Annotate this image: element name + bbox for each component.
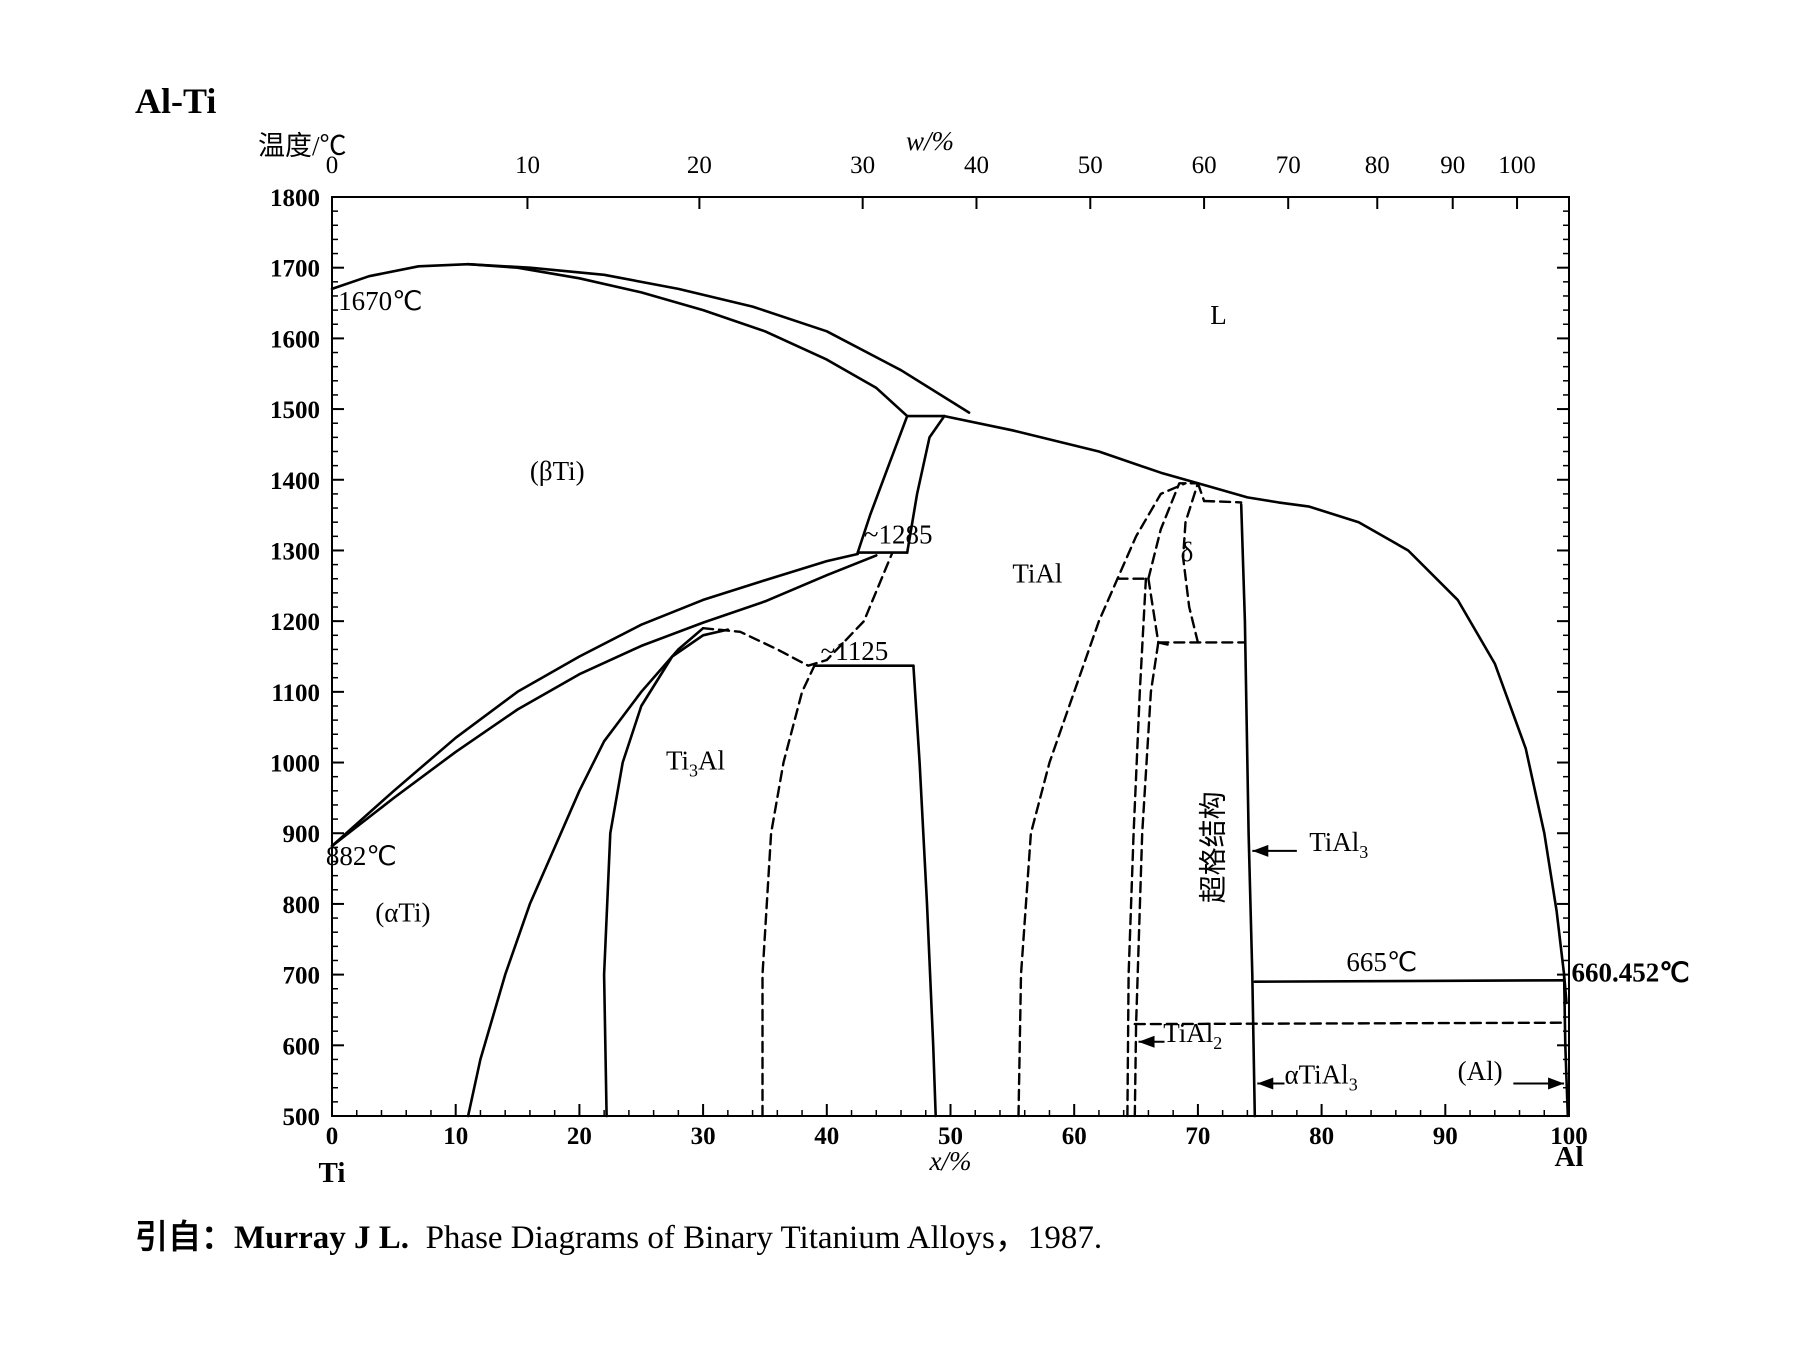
x-tick-label: 60 [1062, 1123, 1087, 1150]
y-axis-label: 温度/℃ [258, 131, 347, 161]
y-axis-ticks: 500 600 700 800 900 1000 1100 1200 1300 1400 1500 1… [270, 185, 1569, 1131]
page-title: Al-Ti [135, 81, 217, 121]
phase-label: TiAl2 [1163, 1018, 1222, 1053]
y-tick-label: 1000 [270, 751, 320, 778]
x-tick-label: 100 [1550, 1123, 1588, 1150]
y-tick-label: 500 [283, 1104, 321, 1131]
phase-boundary-dashed [1133, 641, 1160, 1118]
phase-boundary-solid [943, 414, 1568, 1005]
phase-label: αTiAl3 [1284, 1059, 1357, 1094]
citation: 引自：Murray J L. Phase Diagrams of Binary … [135, 1210, 1102, 1258]
w-tick-label: 80 [1365, 152, 1390, 179]
phase-boundary-dashed [1196, 482, 1206, 503]
phase-label: 660.452℃ [1571, 958, 1689, 988]
phase-annotations: 1670℃ L (βTi) ~1285 TiAl δ ~1125 Ti3Al 882℃ (αTi)… [326, 286, 1690, 1094]
w-tick-label: 90 [1440, 152, 1465, 179]
superlattice-label: 超格结构 [1198, 791, 1230, 903]
x-axis-label: x/% [929, 1146, 972, 1176]
x-axis-left-end-label: Ti [319, 1157, 346, 1189]
phase-label: 665℃ [1346, 947, 1417, 977]
phase-boundary-dashed [701, 551, 894, 667]
x-tick-label: 80 [1309, 1123, 1334, 1150]
arrow-head [1252, 844, 1269, 857]
y-tick-label: 1600 [270, 326, 320, 353]
x-tick-label: 40 [814, 1123, 839, 1150]
phase-boundary-dashed [1147, 577, 1175, 648]
phase-label: L [1210, 300, 1227, 330]
phase-boundary-solid [1562, 973, 1570, 1118]
w-tick-label: 50 [1078, 152, 1103, 179]
w-axis-ticks: 0 10 20 30 40 50 60 70 80 90 100 [326, 152, 1536, 209]
phase-label: TiAl [1012, 558, 1062, 588]
y-tick-label: 1200 [270, 609, 320, 636]
phase-boundary-dashed [1147, 482, 1200, 644]
w-tick-label: 10 [515, 152, 540, 179]
phase-boundary-solid [912, 664, 937, 1118]
phase-boundary-dashed [1126, 577, 1148, 1118]
phase-boundary-solid [1253, 979, 1566, 983]
y-tick-label: 1100 [271, 680, 320, 707]
y-tick-label: 1500 [270, 397, 320, 424]
phase-boundary-dashed [761, 664, 816, 1118]
phase-boundary-solid [466, 626, 705, 1118]
phase-boundary-dashed [1133, 1021, 1566, 1026]
phase-boundary-solid [330, 262, 909, 418]
y-tick-label: 1400 [270, 468, 320, 495]
phase-label: (βTi) [530, 456, 585, 486]
citation-author: Murray J L. [234, 1220, 410, 1256]
x-tick-label: 50 [938, 1123, 963, 1150]
plot-border [331, 196, 1570, 1117]
phase-boundary-dashed [1202, 499, 1243, 504]
phase-boundary-solid [1239, 503, 1257, 1118]
citation-prefix: 引自： [135, 1220, 234, 1256]
y-tick-label: 800 [283, 892, 321, 919]
w-tick-label: 30 [850, 152, 875, 179]
phase-boundary-solid [856, 414, 909, 554]
arrow-head [1138, 1035, 1155, 1048]
phase-boundary-solid [602, 628, 730, 1118]
w-tick-label: 40 [964, 152, 989, 179]
phase-label: ~1285 [864, 519, 933, 549]
citation-text: Phase Diagrams of Binary Titanium Alloys… [425, 1220, 1103, 1256]
phase-boundary-solid [466, 262, 971, 414]
y-tick-label: 900 [283, 821, 321, 848]
arrow-head [1257, 1077, 1274, 1090]
phase-label: 882℃ [326, 841, 397, 871]
phase-boundary-solid [905, 414, 946, 554]
w-tick-label: 60 [1192, 152, 1217, 179]
phase-label: 1670℃ [338, 286, 422, 316]
x-axis-right-end-label: Al [1555, 1141, 1584, 1173]
arrow-head [1548, 1077, 1565, 1090]
y-tick-label: 600 [283, 1033, 321, 1060]
phase-label: TiAl3 [1309, 827, 1368, 862]
w-tick-label: 70 [1276, 152, 1301, 179]
phase-boundary-solid [330, 552, 859, 848]
phase-label: Ti3Al [666, 746, 725, 781]
phase-boundary-dashed [1017, 482, 1187, 1118]
x-tick-label: 70 [1185, 1123, 1210, 1150]
w-tick-label: 0 [326, 152, 339, 179]
y-tick-label: 1800 [270, 185, 320, 212]
y-tick-label: 700 [283, 963, 321, 990]
w-tick-label: 100 [1498, 152, 1536, 179]
x-tick-label: 20 [567, 1123, 592, 1150]
x-tick-label: 30 [691, 1123, 716, 1150]
x-axis-ticks: 0 10 20 30 40 50 60 70 80 90 100 [326, 1104, 1588, 1150]
phase-label: (αTi) [375, 898, 430, 928]
x-tick-label: 10 [443, 1123, 468, 1150]
y-tick-label: 1300 [270, 538, 320, 565]
x-tick-label: 0 [326, 1123, 339, 1150]
phase-boundary-solid [330, 554, 878, 848]
w-tick-label: 20 [687, 152, 712, 179]
phase-label: ~1125 [821, 636, 889, 666]
phase-label: (Al) [1458, 1056, 1503, 1086]
x-tick-label: 90 [1433, 1123, 1458, 1150]
phase-boundary-lines [330, 262, 1570, 1118]
phase-label: δ [1181, 537, 1194, 567]
y-tick-label: 1700 [270, 256, 320, 283]
chart-frame [331, 196, 1570, 1117]
annotation-arrows [1138, 844, 1565, 1090]
w-axis-label: w/% [906, 126, 954, 156]
